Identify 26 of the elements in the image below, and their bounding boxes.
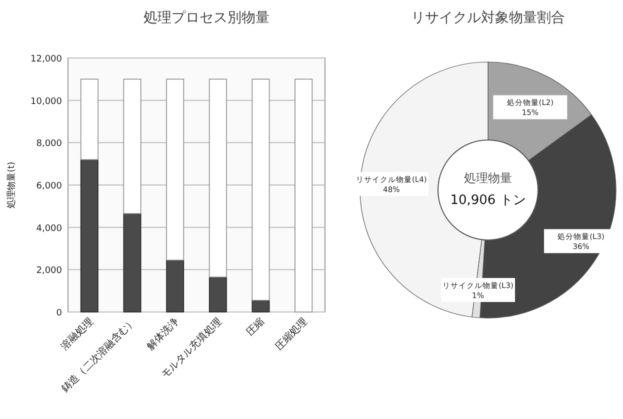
chart-title: 処理プロセス別物量 [144,10,270,26]
y-tick-label: 12,000 [30,54,62,64]
chart-title: リサイクル対象物量割合 [411,10,565,26]
y-tick-label: 8,000 [36,139,62,150]
x-tick-label: 溶融処理 [58,316,96,352]
x-tick-label: 圧縮処理 [272,316,310,352]
x-tick-label: 圧縮 [244,316,267,338]
bar [166,260,184,312]
y-tick-label: 4,000 [36,224,62,234]
bar [252,78,270,301]
bar [80,78,98,160]
bar [208,78,227,278]
text: 10,906 トン [450,193,526,208]
x-tick-label: 解体洗浄 [144,316,182,352]
y-tick-label: 2,000 [36,266,62,276]
y-tick-label: 10,000 [30,96,62,107]
y-tick-label: 0 [56,308,62,318]
bar [123,78,142,214]
bar [252,300,270,312]
bar [166,78,184,261]
bar [123,213,142,312]
bar [208,276,227,312]
y-axis-title: 処理物量(t) [6,162,17,208]
y-tick-label: 6,000 [36,182,62,192]
text: 処理物量 [464,171,512,185]
bar [80,159,98,312]
